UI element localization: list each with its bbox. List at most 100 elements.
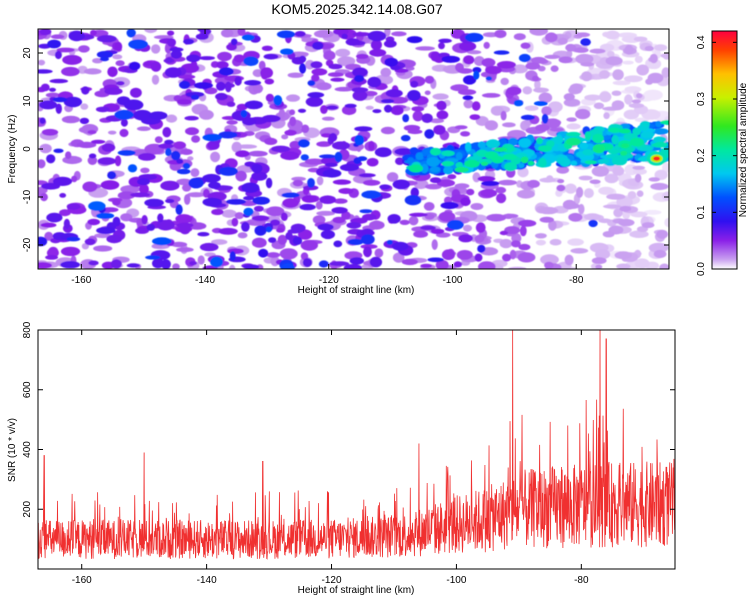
heatmap-cell [569, 83, 584, 93]
heatmap-cell [541, 113, 549, 124]
heatmap-cell [634, 55, 643, 64]
heatmap-cell [462, 95, 474, 101]
heatmap-cell [435, 259, 449, 269]
heatmap-cell [366, 157, 379, 167]
heatmap-cell [441, 150, 455, 157]
heatmap-cell [520, 114, 535, 121]
heatmap-cell [567, 238, 584, 246]
heatmap-cell [87, 156, 98, 165]
heatmap-cell [477, 141, 486, 149]
heatmap-cell [242, 117, 257, 126]
heatmap-cell [110, 259, 122, 269]
heatmap-cell [165, 114, 178, 123]
heatmap-cell [158, 143, 174, 149]
heatmap-cell [44, 231, 54, 241]
heatmap-cell [413, 179, 429, 190]
heatmap-cell [171, 150, 181, 161]
heatmap-cell [460, 131, 471, 137]
heatmap-cell [162, 127, 172, 138]
heatmap-cell [620, 150, 628, 156]
heatmap-cell [112, 216, 121, 227]
heatmap-cell [538, 157, 547, 168]
heatmap-cell [604, 173, 619, 184]
heatmap-cell [96, 35, 117, 43]
heatmap-cell [344, 103, 357, 108]
heatmap-cell [182, 184, 192, 192]
heatmap-cell [263, 53, 279, 60]
heatmap-cell [312, 41, 324, 50]
heatmap-cell [619, 128, 631, 134]
heatmap-cell [447, 174, 457, 180]
colorbar-tick-label: 0.0 [696, 262, 707, 276]
heatmap-cell [369, 220, 385, 230]
heatmap-cell [294, 31, 306, 37]
heatmap-cell [264, 137, 278, 145]
heatmap-cell [555, 189, 563, 197]
heatmap-cell [421, 113, 433, 123]
heatmap-cell [141, 215, 148, 225]
heatmap-cell [565, 43, 577, 52]
heatmap-cell [319, 154, 336, 159]
heatmap-cell [453, 261, 463, 268]
heatmap-cell [618, 218, 635, 227]
heatmap-cell [299, 63, 307, 74]
heatmap-cell [429, 166, 441, 173]
heatmap-cell [517, 252, 536, 263]
heatmap-cell [441, 55, 461, 63]
heatmap-cell [251, 215, 270, 221]
heatmap-cell [429, 118, 445, 124]
heatmap-cell [429, 177, 442, 184]
heatmap-cell [499, 238, 513, 249]
heatmap-cell [518, 162, 525, 169]
heatmap-cell [240, 109, 248, 118]
heatmap-cell [438, 211, 456, 222]
heatmap-cell [202, 173, 221, 183]
heatmap-cell [463, 75, 477, 85]
heatmap-cell [612, 69, 624, 81]
heatmap-cell [300, 154, 309, 161]
heatmap-cell [305, 96, 324, 107]
heatmap-cell [539, 177, 556, 183]
heatmap-cell [281, 134, 289, 140]
heatmap-cell [176, 99, 192, 105]
heatmap-cell [252, 83, 263, 94]
heatmap-cell [636, 190, 644, 197]
heatmap-cell [477, 175, 496, 182]
heatmap-cell [520, 42, 531, 49]
heatmap-cell [653, 156, 661, 161]
heatmap-cell [176, 158, 184, 164]
heatmap-cell [217, 51, 232, 62]
heatmap-cell [216, 81, 226, 91]
heatmap-cell [216, 61, 229, 69]
heatmap-cell [659, 263, 669, 269]
heatmap-cell [556, 166, 570, 174]
y-tick-label: 800 [22, 321, 33, 338]
heatmap-cell [648, 242, 669, 253]
heatmap-cell [47, 39, 61, 49]
heatmap-cell [182, 162, 191, 169]
heatmap-cell [605, 56, 623, 66]
heatmap-cell [333, 240, 343, 248]
heatmap-cell [38, 59, 46, 66]
heatmap-cell [53, 148, 64, 153]
heatmap-cell [424, 90, 431, 96]
heatmap-cell [390, 65, 401, 71]
heatmap-cell [187, 192, 205, 198]
heatmap-cell [292, 179, 304, 187]
heatmap-cell [186, 54, 201, 63]
heatmap-cell [563, 93, 575, 101]
heatmap-cell [624, 44, 634, 55]
heatmap-cell [319, 195, 337, 204]
heatmap-cell [261, 114, 281, 123]
heatmap-cell [316, 141, 332, 147]
heatmap-cell [101, 143, 116, 152]
heatmap-cell [455, 152, 463, 161]
heatmap-cell [264, 78, 275, 85]
heatmap-cell [627, 191, 637, 200]
heatmap-cell [424, 75, 435, 84]
heatmap-cell [447, 219, 464, 230]
heatmap-cell [605, 30, 620, 40]
heatmap-cell [653, 141, 668, 148]
heatmap-cell [138, 153, 156, 161]
